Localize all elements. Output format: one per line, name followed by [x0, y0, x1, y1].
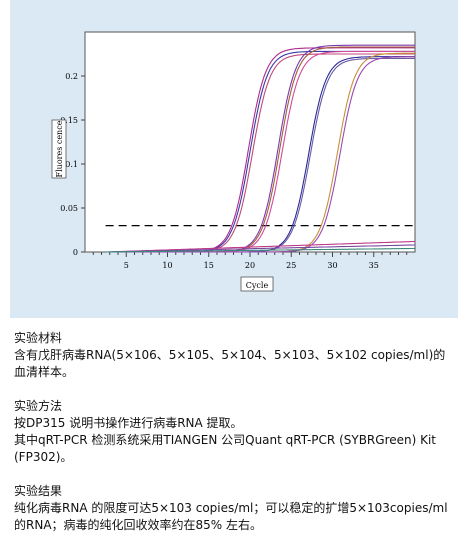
y-tick-label: 0.2: [65, 72, 78, 81]
y-tick-label: 0.1: [65, 160, 78, 169]
amplification-curve-11: [105, 240, 416, 253]
x-tick-label: 35: [369, 261, 379, 270]
x-axis-label-box: Cycle: [240, 276, 274, 292]
x-tick-label: 10: [162, 261, 172, 270]
methods-title: 实验方法: [14, 399, 63, 413]
methods-line-1: 按DP315 说明书操作进行病毒RNA 提取。: [14, 416, 243, 430]
methods-section: 实验方法 按DP315 说明书操作进行病毒RNA 提取。 其中qRT-PCR 检…: [14, 398, 462, 466]
amplification-curves: [105, 44, 416, 253]
x-tick-label: 30: [327, 261, 337, 270]
x-tick-label: 20: [245, 261, 255, 270]
results-title: 实验结果: [14, 484, 63, 498]
x-axis-label: Cycle: [246, 281, 269, 290]
amplification-curve-13: [105, 247, 415, 253]
x-axis-ticks: 5 10 15 20 25 30 35: [92, 252, 408, 270]
amplification-chart: 0 0.05 0.1 0.15 0.2 5 10 15 20 25 30 35 Fluores ce…: [10, 0, 458, 318]
y-axis-label-box: Fluores cence: [51, 119, 67, 179]
methods-line-3: (FP302)。: [14, 450, 73, 464]
amplification-curve-10: [105, 56, 415, 253]
results-line-1: 纯化病毒RNA 的限度可达5×103 copies/ml；可以稳定的扩增5×10…: [14, 501, 448, 515]
results-line-2: 的RNA；病毒的纯化回收效率约在85% 左右。: [14, 518, 263, 532]
materials-line-1: 含有戊肝病毒RNA(5×106、5×105、5×104、5×103、5×102 …: [14, 348, 446, 362]
y-axis-ticks: 0 0.05 0.1 0.15 0.2: [60, 72, 85, 257]
y-tick-label: 0.05: [60, 204, 78, 213]
amplification-curve-12: [105, 244, 415, 253]
y-axis-label: Fluores cence: [55, 120, 64, 177]
materials-line-2: 血清样本。: [14, 365, 75, 379]
y-tick-label: 0: [73, 248, 78, 257]
x-tick-label: 5: [124, 261, 129, 270]
results-section: 实验结果 纯化病毒RNA 的限度可达5×103 copies/ml；可以稳定的扩…: [14, 483, 462, 534]
experiment-description: 实验材料 含有戊肝病毒RNA(5×106、5×105、5×104、5×103、5…: [14, 330, 462, 551]
qpcr-amplification-figure: 0 0.05 0.1 0.15 0.2 5 10 15 20 25 30 35 Fluores ce…: [10, 0, 458, 318]
materials-section: 实验材料 含有戊肝病毒RNA(5×106、5×105、5×104、5×103、5…: [14, 330, 462, 381]
methods-line-2: 其中qRT-PCR 检测系统采用TIANGEN 公司Quant qRT-PCR …: [14, 433, 437, 447]
y-tick-label: 0.15: [60, 116, 78, 125]
x-tick-label: 15: [204, 261, 214, 270]
materials-title: 实验材料: [14, 331, 63, 345]
x-tick-label: 25: [286, 261, 296, 270]
